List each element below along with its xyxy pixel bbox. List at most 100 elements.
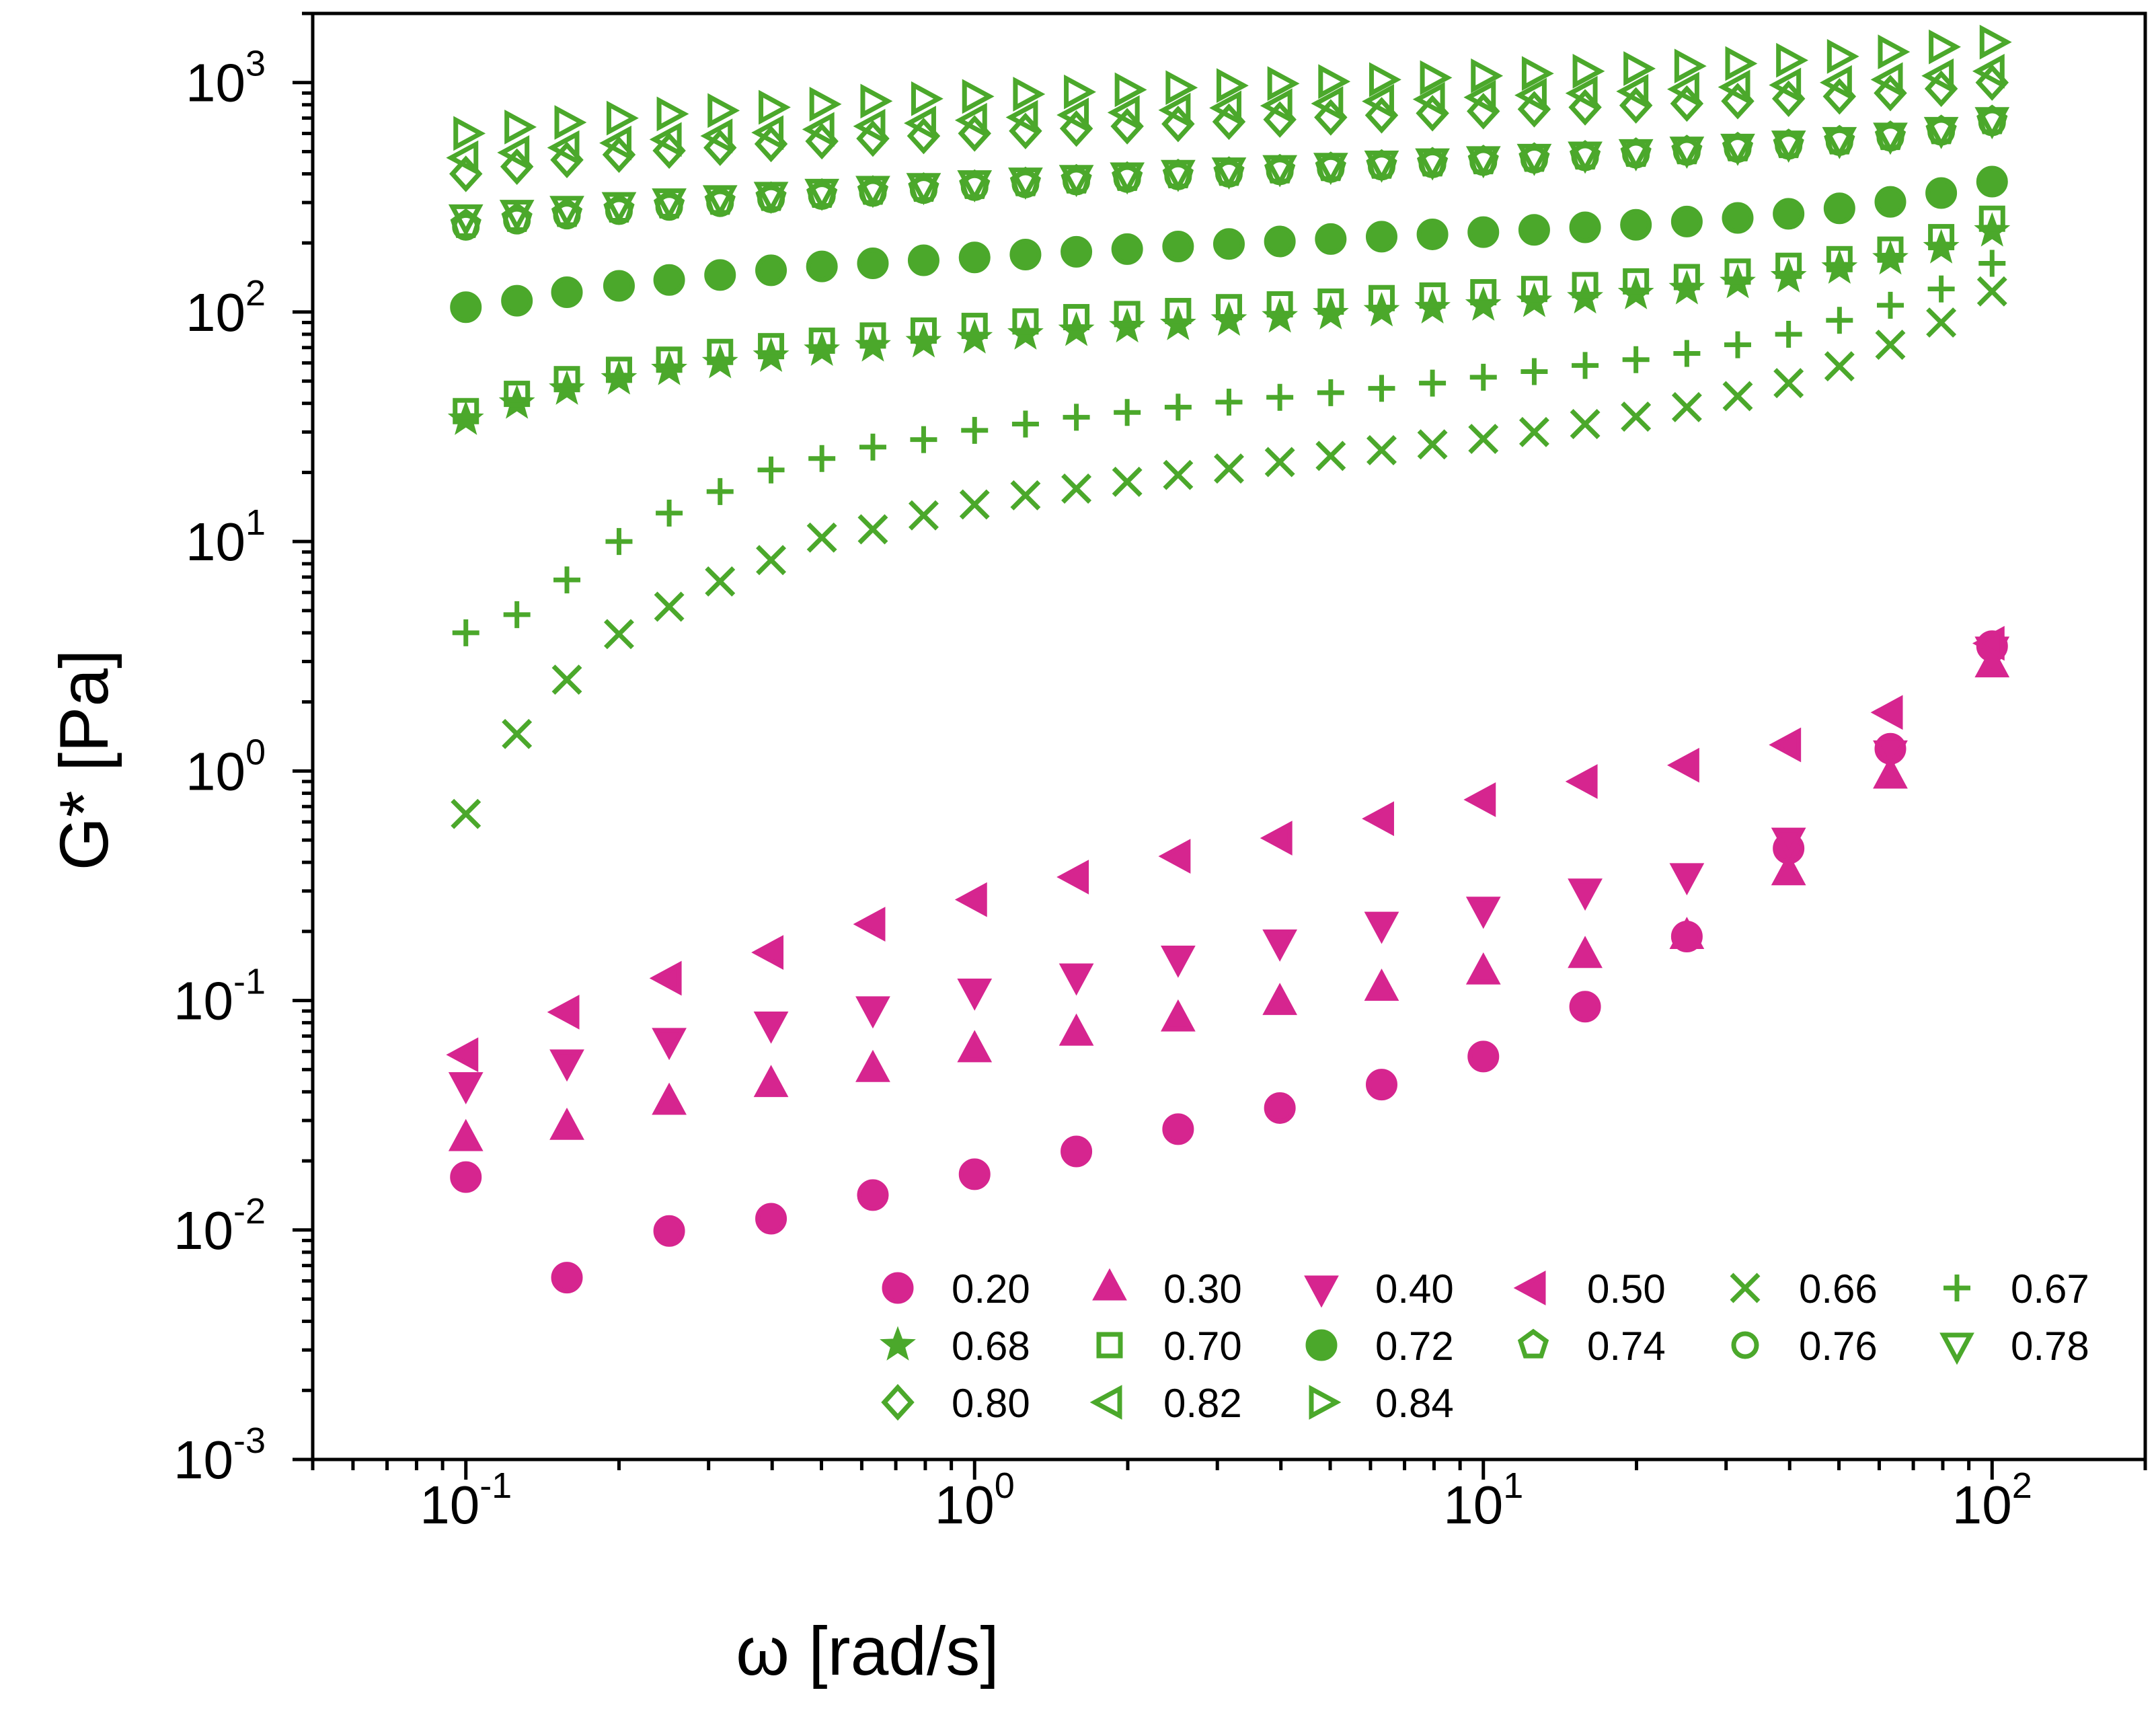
data-point <box>504 109 537 145</box>
data-point <box>1518 214 1550 246</box>
data-point <box>1769 67 1802 103</box>
data-point <box>1013 77 1046 112</box>
data-point <box>1521 56 1554 91</box>
data-point <box>453 116 486 151</box>
data-point <box>957 170 993 203</box>
data-point <box>1162 1113 1194 1145</box>
data-point <box>1621 402 1652 432</box>
data-point <box>1826 307 1853 334</box>
data-point <box>1260 88 1293 124</box>
data-point <box>1667 71 1699 107</box>
data-point <box>1572 272 1599 299</box>
data-point <box>1417 429 1448 460</box>
legend-entry: 0.84 <box>1309 1381 1454 1426</box>
data-point <box>453 397 479 424</box>
data-point <box>446 1037 479 1073</box>
data-point <box>1056 98 1089 132</box>
data-point <box>705 566 736 597</box>
data-point <box>1974 107 2010 140</box>
data-point <box>1162 230 1194 262</box>
data-point <box>1213 453 1244 484</box>
data-point <box>1114 399 1141 426</box>
data-point <box>860 83 893 119</box>
data-point <box>1569 991 1601 1023</box>
y-tick-label: 103 <box>186 44 266 113</box>
legend-label: 0.50 <box>1587 1266 1666 1312</box>
data-point <box>753 1065 789 1098</box>
data-point <box>1211 157 1247 190</box>
data-point <box>1976 276 2007 307</box>
series-0.30 <box>448 645 2010 1151</box>
plot-area-border <box>311 11 2147 1461</box>
data-point <box>1364 150 1399 183</box>
legend-marker <box>1513 1270 1546 1305</box>
data-point <box>957 1030 993 1063</box>
data-point <box>806 250 838 282</box>
data-point <box>954 882 987 917</box>
data-point <box>962 79 995 114</box>
data-point <box>1364 911 1399 944</box>
legend-marker <box>1305 1329 1338 1361</box>
data-point <box>1618 139 1654 172</box>
data-point <box>853 907 886 942</box>
data-point <box>1262 155 1298 188</box>
data-point <box>649 960 682 996</box>
y-tick-label: 100 <box>186 732 266 801</box>
data-point <box>1979 24 2012 60</box>
data-point <box>603 270 635 302</box>
y-tick-label: 10-2 <box>174 1191 266 1260</box>
data-point <box>499 200 535 233</box>
data-point <box>1674 48 1707 84</box>
data-point <box>1722 381 1753 412</box>
data-point <box>553 566 581 594</box>
axis-ticks <box>293 11 2147 1480</box>
series-0.78 <box>448 107 2010 237</box>
data-point <box>808 445 836 472</box>
data-point <box>1718 69 1750 105</box>
data-point <box>1463 79 1496 115</box>
data-point <box>1471 58 1504 93</box>
data-point <box>1010 480 1041 510</box>
data-point <box>1927 275 1955 303</box>
data-point <box>1620 208 1652 241</box>
data-point <box>1722 202 1754 234</box>
data-point <box>1873 122 1908 155</box>
data-point <box>1419 282 1446 309</box>
data-point <box>908 500 939 531</box>
data-point <box>1516 143 1552 176</box>
data-point <box>1773 198 1805 230</box>
data-point <box>1565 75 1598 111</box>
data-point <box>1669 917 1705 949</box>
data-point <box>1623 51 1656 86</box>
data-point <box>1976 165 2008 198</box>
data-point <box>1063 404 1090 431</box>
data-point <box>503 601 531 628</box>
data-point <box>1465 897 1501 929</box>
data-point <box>656 346 683 373</box>
data-point <box>452 213 480 241</box>
data-point <box>504 381 531 408</box>
data-point <box>1114 301 1141 328</box>
data-point <box>1769 727 1802 763</box>
data-point <box>1412 81 1445 117</box>
data-point <box>1469 363 1497 391</box>
data-point <box>1824 351 1855 382</box>
data-point <box>961 416 989 444</box>
legend-label: 0.74 <box>1587 1324 1666 1369</box>
data-point <box>501 284 533 317</box>
data-point <box>1724 258 1751 285</box>
data-point <box>1876 291 1904 319</box>
data-point <box>1926 307 1957 338</box>
legend-marker <box>1517 1328 1549 1359</box>
data-point <box>904 106 936 141</box>
data-point <box>1165 70 1198 106</box>
data-point <box>1669 863 1705 896</box>
data-point <box>654 591 685 622</box>
data-point <box>910 317 937 344</box>
data-point <box>1216 68 1249 104</box>
data-point <box>653 1215 685 1247</box>
data-point <box>1514 77 1547 113</box>
data-point <box>1875 330 1906 360</box>
legend-entry: 0.74 <box>1517 1324 1666 1369</box>
data-point <box>1877 236 1904 263</box>
